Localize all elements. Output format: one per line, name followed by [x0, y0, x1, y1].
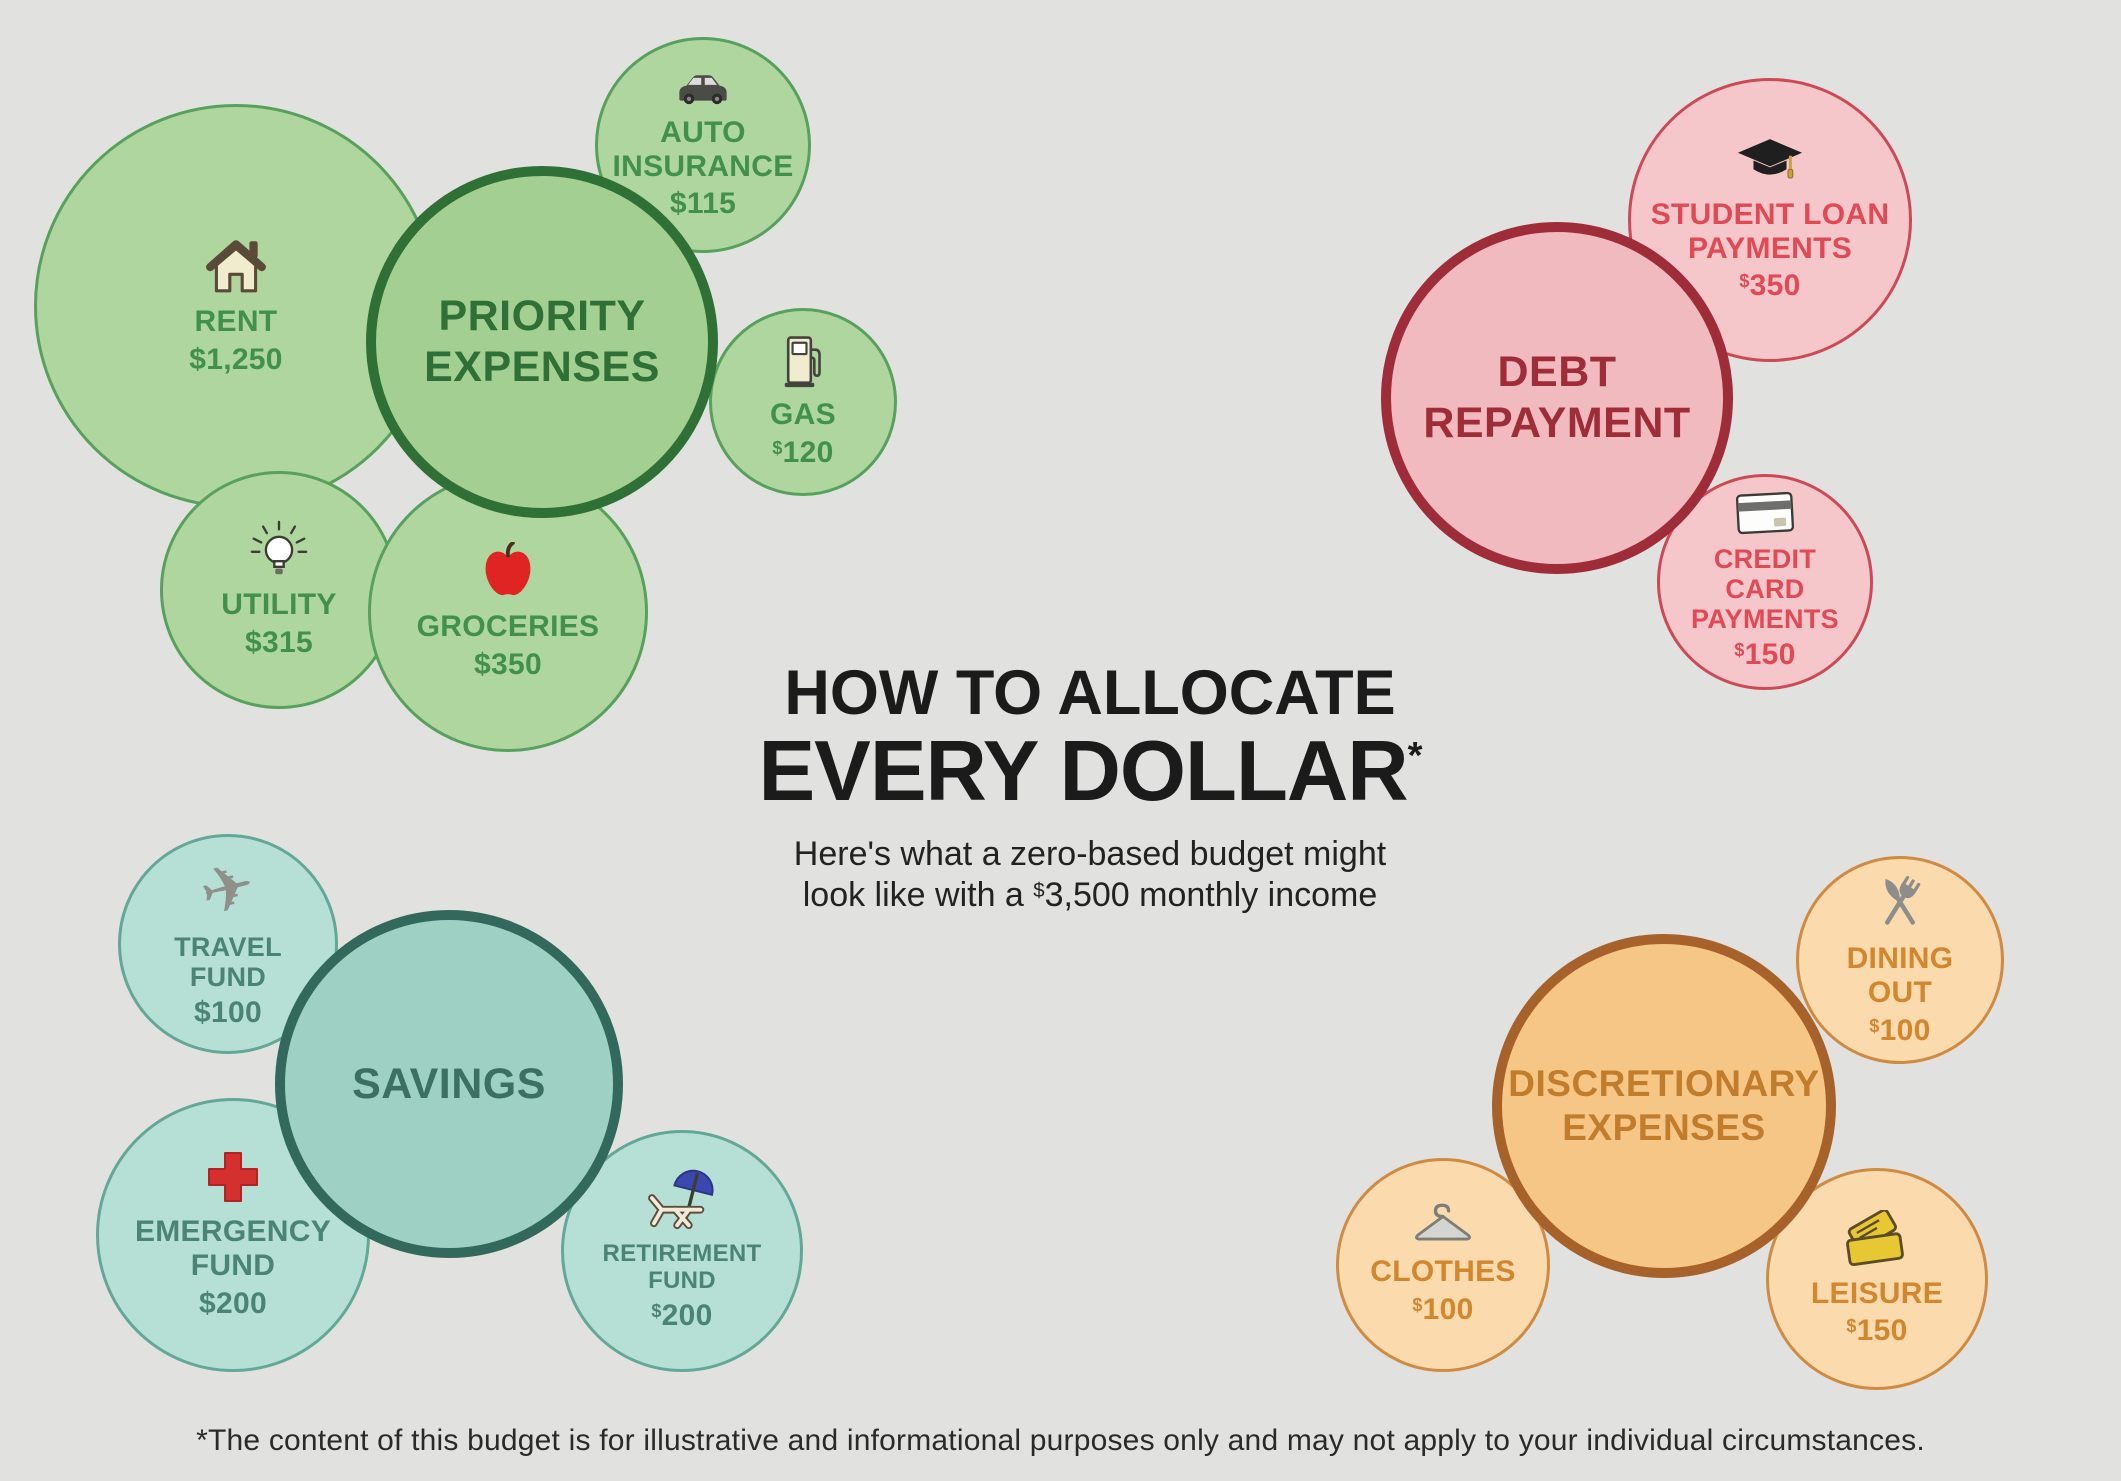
subtitle: Here's what a zero-based budget might lo… [700, 834, 1480, 917]
bubble-credit-card-payments: CREDIT CARD PAYMENTS $150 [1657, 474, 1873, 690]
apple-icon [480, 541, 536, 600]
gas-pump-icon [783, 334, 823, 388]
bubble-amount: $150 [1734, 638, 1796, 672]
title-asterisk: * [1407, 733, 1423, 777]
bubble-gas: GAS $120 [709, 308, 897, 496]
bubble-amount: $1,250 [189, 342, 283, 376]
bubble-amount: $150 [1846, 1314, 1908, 1348]
medical-cross-icon [205, 1149, 261, 1205]
bubble-label: GAS [770, 398, 836, 432]
bubble-label: EMERGENCY FUND [134, 1215, 332, 1282]
hanger-icon [1412, 1203, 1474, 1245]
fork-knife-icon [1870, 872, 1930, 932]
beach-chair-icon [646, 1169, 718, 1231]
bubble-debt-repayment-center: DEBT REPAYMENT [1381, 222, 1733, 574]
bubble-amount: $115 [669, 187, 737, 221]
bubble-dining-out: DINING OUT $100 [1796, 856, 2004, 1064]
subtitle-line2: look like with a $3,500 monthly income [802, 876, 1378, 915]
bubble-label: AUTO INSURANCE [612, 115, 794, 183]
bubble-amount: $120 [772, 435, 834, 469]
cluster-title-line1: SAVINGS [352, 1059, 546, 1108]
car-icon [675, 69, 731, 106]
credit-card-icon [1735, 491, 1795, 534]
bubble-amount: $100 [1412, 1292, 1474, 1326]
light-bulb-icon [250, 520, 308, 578]
title-block: HOW TO ALLOCATE EVERY DOLLAR* Here's wha… [700, 660, 1480, 917]
bubble-label: RENT [194, 305, 278, 339]
bubble-priority-expenses-center: PRIORITY EXPENSES [366, 166, 718, 518]
bubble-retirement-fund: RETIREMENT FUND $200 [561, 1130, 803, 1372]
bubble-label: RETIREMENT FUND [602, 1240, 762, 1294]
bubble-label: CLOTHES [1370, 1255, 1516, 1289]
bubble-amount: $315 [245, 625, 313, 659]
bubble-groceries: GROCERIES $350 [368, 472, 648, 752]
bubble-label: STUDENT LOAN PAYMENTS [1650, 197, 1890, 265]
bubble-amount: $200 [651, 1298, 713, 1332]
bubble-label: LEISURE [1810, 1276, 1944, 1310]
bubble-savings-center: SAVINGS [275, 910, 623, 1258]
bubble-label: GROCERIES [416, 610, 600, 644]
cluster-title-line2: EXPENSES [1562, 1107, 1766, 1148]
dollar-sup: $ [1033, 880, 1045, 903]
bubble-clothes: CLOTHES $100 [1336, 1158, 1550, 1372]
footnote: *The content of this budget is for illus… [196, 1424, 1925, 1457]
house-icon [203, 235, 269, 295]
bubble-label: DINING OUT [1846, 942, 1954, 1009]
cluster-title-line2: REPAYMENT [1423, 399, 1691, 447]
title-line1: HOW TO ALLOCATE [784, 658, 1396, 728]
bubble-label: TRAVEL FUND [174, 931, 282, 992]
bubble-amount: $100 [1869, 1013, 1931, 1047]
bubble-label: UTILITY [221, 588, 337, 622]
airplane-icon: ✈ [193, 847, 263, 933]
bubble-discretionary-expenses-center: DISCRETIONARY EXPENSES [1492, 934, 1836, 1278]
cluster-title-line1: PRIORITY [438, 292, 646, 341]
bubble-utility: UTILITY $315 [160, 471, 398, 709]
bubble-amount: $350 [474, 647, 542, 681]
cluster-title-line2: EXPENSES [424, 343, 660, 391]
bubble-amount: $350 [1739, 269, 1801, 303]
bubble-amount: $200 [199, 1286, 267, 1320]
bubble-label: CREDIT CARD PAYMENTS [1691, 543, 1839, 635]
subtitle-line1: Here's what a zero-based budget might [793, 834, 1387, 873]
title-line2-text: EVERY DOLLAR [758, 724, 1408, 820]
bubble-amount: $100 [194, 996, 262, 1030]
graduation-cap-icon [1736, 137, 1804, 188]
tickets-icon [1841, 1208, 1913, 1267]
cluster-title-line1: DEBT [1497, 348, 1617, 397]
cluster-title-line1: DISCRETIONARY [1508, 1063, 1820, 1105]
title-line2: EVERY DOLLAR* [700, 726, 1480, 818]
